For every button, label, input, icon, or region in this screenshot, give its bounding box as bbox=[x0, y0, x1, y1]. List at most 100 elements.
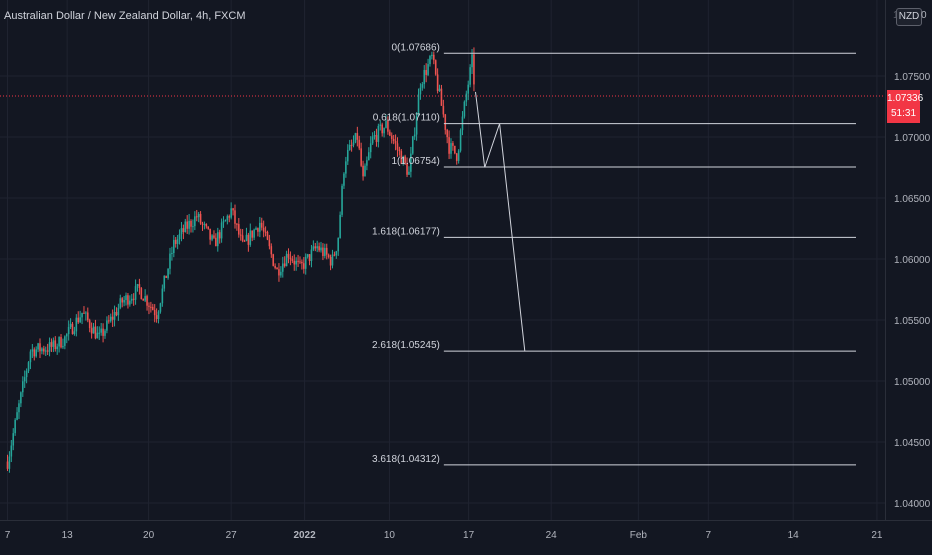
price-axis[interactable]: 1.07500 1.07000 1.06500 1.06000 1.05500 1.050… bbox=[894, 72, 931, 510]
candle-up bbox=[429, 56, 431, 65]
candle-down bbox=[444, 114, 447, 130]
candle-up bbox=[117, 307, 120, 316]
last-price-tag: 1.07336 51:31 bbox=[887, 90, 923, 123]
candle-down bbox=[6, 461, 9, 469]
time-tick-label: 21 bbox=[871, 530, 883, 541]
bar-countdown: 51:31 bbox=[890, 108, 917, 119]
candle-down bbox=[77, 317, 80, 323]
candle-down bbox=[325, 247, 328, 255]
candle-down bbox=[241, 235, 244, 241]
candle-down bbox=[43, 348, 45, 352]
candle-down bbox=[287, 253, 290, 258]
projection-polyline[interactable] bbox=[475, 91, 526, 352]
candle-down bbox=[111, 316, 114, 320]
time-tick-label: 14 bbox=[788, 530, 800, 541]
candle-down bbox=[318, 246, 320, 251]
candle-up bbox=[320, 247, 322, 251]
candle-down bbox=[446, 129, 448, 138]
time-tick-label: 24 bbox=[546, 530, 558, 541]
candle-up bbox=[373, 135, 376, 137]
candle-down bbox=[46, 350, 49, 352]
candle-up bbox=[180, 228, 183, 235]
time-tick-label: Feb bbox=[630, 530, 648, 541]
candle-down bbox=[140, 288, 143, 299]
candle-up bbox=[159, 303, 162, 312]
candle-down bbox=[150, 306, 152, 308]
candle-down bbox=[308, 254, 311, 262]
scale-corner-label: 0 bbox=[921, 10, 927, 21]
candle-down bbox=[238, 224, 240, 235]
candle-down bbox=[174, 239, 177, 244]
candle-up bbox=[130, 298, 133, 301]
candle-up bbox=[18, 403, 20, 413]
price-tick-label: 1.06000 bbox=[894, 255, 931, 266]
candle-up bbox=[96, 332, 99, 339]
candle-up bbox=[100, 328, 102, 333]
candle-up bbox=[20, 392, 22, 404]
candle-down bbox=[455, 153, 458, 161]
candle-up bbox=[52, 340, 55, 347]
candle-down bbox=[276, 267, 278, 270]
candle-up bbox=[385, 120, 387, 128]
candle-down bbox=[232, 208, 234, 211]
candle-up bbox=[73, 331, 76, 335]
candle-up bbox=[345, 161, 347, 174]
candle-down bbox=[381, 124, 383, 134]
candle-down bbox=[151, 306, 154, 310]
candle-down bbox=[283, 263, 286, 267]
candle-up bbox=[194, 216, 196, 227]
candle-up bbox=[25, 370, 28, 378]
candle-up bbox=[216, 232, 219, 247]
candle-up bbox=[29, 351, 32, 363]
candle-up bbox=[21, 381, 24, 393]
candle-up bbox=[431, 54, 433, 57]
candle-down bbox=[387, 120, 389, 132]
candle-up bbox=[14, 419, 16, 434]
candle-up bbox=[410, 153, 412, 172]
candle-down bbox=[142, 298, 145, 301]
projection-path[interactable] bbox=[475, 91, 526, 352]
candle-down bbox=[268, 239, 271, 247]
candle-down bbox=[199, 213, 202, 224]
candle-down bbox=[448, 137, 450, 154]
candle-up bbox=[423, 70, 426, 85]
candle-up bbox=[106, 320, 108, 331]
price-tick-label: 1.07500 bbox=[894, 72, 931, 83]
candle-down bbox=[39, 343, 41, 352]
candle-down bbox=[433, 54, 435, 61]
price-tick-label: 1.05000 bbox=[894, 377, 931, 388]
candle-up bbox=[8, 456, 11, 469]
candle-up bbox=[203, 224, 206, 226]
candle-up bbox=[109, 316, 112, 322]
candle-down bbox=[260, 222, 263, 228]
fib-level-label: 1.618(1.06177) bbox=[372, 226, 440, 237]
candle-up bbox=[438, 88, 441, 91]
candle-down bbox=[293, 260, 296, 265]
candle-up bbox=[402, 156, 405, 164]
currency-badge[interactable]: NZD bbox=[896, 8, 922, 26]
time-axis[interactable]: 7 13 20 27 2022 10 17 24 Feb 7 14 21 bbox=[5, 530, 883, 541]
candle-up bbox=[364, 165, 366, 177]
candle-up bbox=[280, 271, 282, 276]
candle-up bbox=[37, 343, 39, 350]
candle-up bbox=[304, 256, 307, 269]
candle-down bbox=[209, 228, 211, 240]
candle-down bbox=[389, 131, 391, 136]
candle-down bbox=[278, 269, 280, 276]
candle-up bbox=[224, 220, 227, 222]
candle-up bbox=[161, 288, 164, 304]
fib-level-label: 2.618(1.05245) bbox=[372, 340, 440, 351]
candle-down bbox=[291, 259, 294, 261]
candle-down bbox=[257, 228, 259, 232]
candle-up bbox=[81, 312, 83, 318]
candle-down bbox=[33, 349, 36, 357]
candle-up bbox=[192, 226, 194, 228]
candle-down bbox=[90, 328, 93, 334]
candle-down bbox=[454, 145, 456, 154]
candle-up bbox=[324, 247, 326, 257]
price-tick-label: 1.07000 bbox=[894, 133, 931, 144]
candle-up bbox=[259, 222, 261, 232]
candle-up bbox=[184, 221, 187, 233]
